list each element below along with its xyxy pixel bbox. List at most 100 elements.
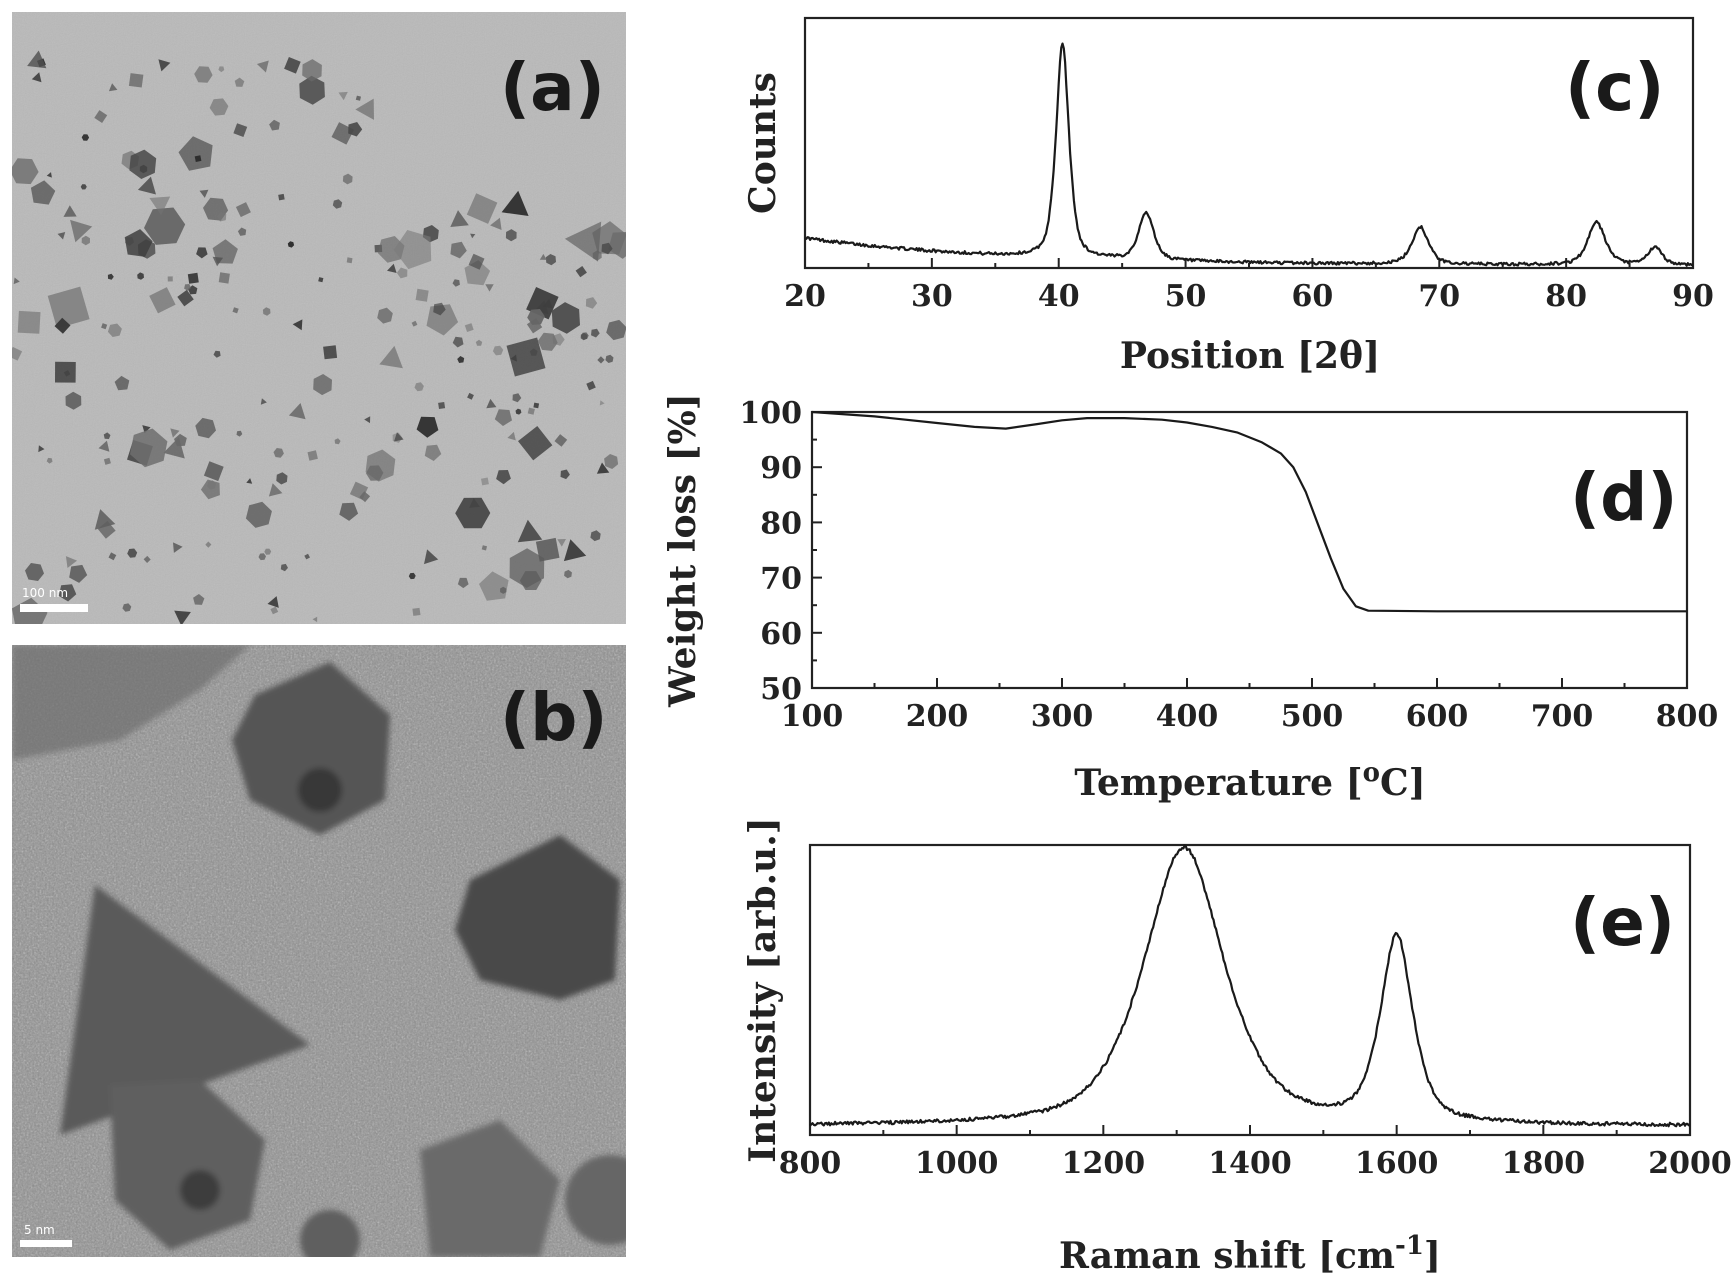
nanoparticle — [264, 548, 272, 555]
nanoparticle — [312, 616, 318, 623]
nanoparticle — [564, 221, 602, 262]
y-tick-label: 80 — [760, 506, 802, 541]
x-tick-label: 20 — [784, 279, 826, 314]
nanoparticle — [54, 317, 71, 334]
plot-frame — [803, 16, 1695, 270]
nanoparticle — [101, 323, 108, 330]
nanoparticle — [267, 596, 279, 608]
nanoparticle — [334, 438, 341, 445]
nanoparticle — [233, 123, 248, 137]
nanoparticle — [80, 184, 87, 190]
nanoparticle — [129, 149, 157, 179]
nanoparticle — [452, 279, 460, 287]
nanoparticle — [273, 448, 284, 458]
nanoparticle — [500, 586, 507, 594]
nanoparticle — [318, 277, 324, 283]
x-tick-label: 200 — [906, 699, 969, 734]
x-axis-title: Raman shift [cm-1] — [1059, 1231, 1441, 1277]
y-tick-label: 100 — [739, 396, 802, 431]
nanoparticle — [408, 572, 416, 580]
nanoparticle — [194, 155, 202, 162]
nanoparticle — [235, 202, 251, 218]
nanoparticle — [207, 480, 217, 490]
x-tick-label: 500 — [1281, 699, 1344, 734]
nanoparticle — [424, 444, 442, 461]
panel-label-e: (e) — [1570, 884, 1675, 961]
nanoparticle — [608, 231, 626, 259]
xrd-chart: (c) Position [2θ] Counts 20 30 40 50 60 70 80 9… — [742, 16, 1714, 377]
plot-frame — [810, 410, 1689, 690]
nanoparticle — [304, 553, 310, 560]
nanoparticle — [492, 345, 504, 356]
nanoparticle — [218, 272, 230, 284]
nanoparticle — [338, 91, 348, 101]
nanoparticle — [130, 428, 168, 468]
x-tick-label: 1000 — [915, 1146, 999, 1181]
nanoparticle — [94, 110, 108, 123]
nanoparticle — [213, 350, 221, 358]
nanoparticle — [30, 180, 56, 205]
y-tick-label: 70 — [760, 562, 802, 597]
x-tick-label: 100 — [781, 699, 844, 734]
nanoparticle — [174, 433, 187, 447]
nanoparticle — [13, 277, 20, 285]
nanoparticle — [193, 594, 205, 605]
x-tick-label: 700 — [1531, 699, 1594, 734]
nanoparticle — [258, 553, 266, 561]
nanoparticle — [515, 408, 522, 415]
x-tick-label: 40 — [1038, 279, 1080, 314]
x-tick-label: 1800 — [1502, 1146, 1586, 1181]
nanoparticle — [387, 263, 397, 273]
nanoparticle — [287, 241, 295, 248]
nanoparticle — [601, 242, 613, 255]
nanoparticle — [173, 542, 183, 553]
nanoparticle — [564, 569, 572, 579]
nanoparticle — [349, 481, 369, 500]
panel-label-c: (c) — [1565, 49, 1664, 126]
x-axis-title: Temperature [oC] — [1074, 758, 1425, 804]
nanoparticle — [580, 333, 588, 341]
x-tick-label: 2000 — [1648, 1146, 1732, 1181]
nanoparticle — [137, 176, 156, 195]
raman-chart: (e) Raman shift [cm-1] Intensity [arb.u.… — [742, 817, 1732, 1277]
nanoparticle — [194, 66, 213, 83]
nanoparticle — [158, 59, 171, 72]
nanoparticle — [178, 136, 213, 171]
nanoparticle — [203, 461, 224, 482]
nanoparticle — [149, 196, 171, 216]
nanoparticle — [412, 607, 421, 616]
nanoparticle — [485, 284, 494, 292]
y-axis-title: Counts — [742, 72, 784, 214]
nanoparticle — [124, 229, 153, 257]
x-tick-label: 1200 — [1062, 1146, 1146, 1181]
nanoparticle — [260, 398, 267, 405]
y-axis-title: Weight loss [%] — [662, 393, 704, 708]
panel-label-b: (b) — [500, 679, 608, 756]
x-axis-title: Position [2θ] — [1120, 335, 1380, 377]
nanoparticle — [184, 284, 191, 291]
nanoparticle — [27, 50, 47, 69]
nanoparticle — [107, 273, 114, 280]
nanoparticle — [501, 190, 529, 216]
x-axis-title-part: ] — [1424, 1235, 1441, 1277]
nanoparticle — [486, 398, 497, 409]
nanoparticle — [529, 348, 538, 356]
nanoparticle — [466, 193, 498, 224]
nanoparticle — [411, 320, 418, 327]
nanoparticle — [494, 409, 512, 426]
nanoparticle — [142, 425, 151, 434]
nanoparticle-shapes — [12, 645, 626, 1257]
nanoparticle — [177, 289, 194, 307]
x-tick-label: 50 — [1165, 279, 1207, 314]
nanoparticle — [292, 319, 303, 331]
y-tick-label: 90 — [760, 451, 802, 486]
nanoparticle — [416, 416, 439, 438]
nanoparticle — [433, 302, 446, 316]
x-axis-title-superscript: o — [1363, 758, 1380, 788]
nanoparticle — [127, 548, 138, 558]
nanoparticle — [496, 470, 511, 485]
scale-bar-label: 5 nm — [24, 1223, 55, 1237]
nanoparticle — [537, 332, 558, 351]
nanoparticle — [81, 134, 90, 141]
nanoparticle — [533, 402, 540, 409]
